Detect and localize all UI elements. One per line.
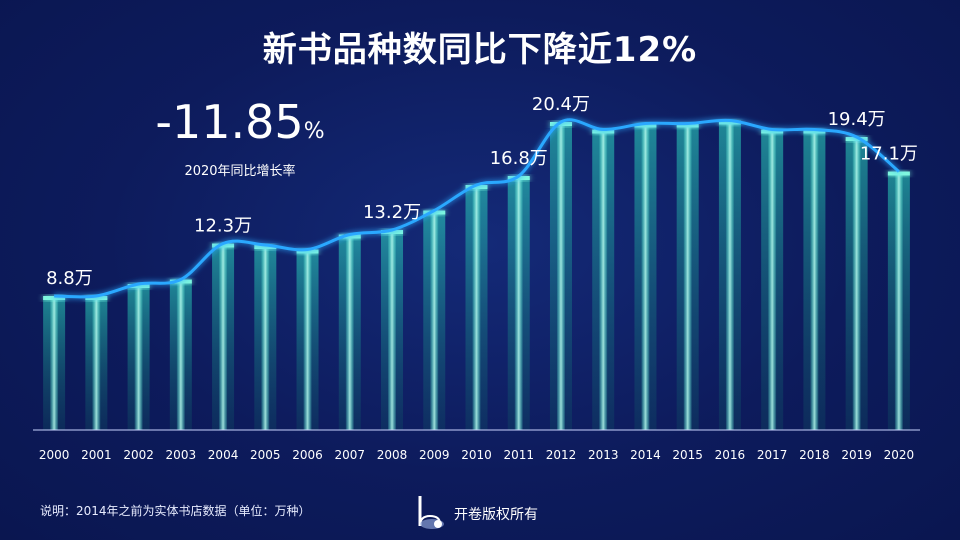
bar-2002 (127, 284, 150, 430)
x-tick-label: 2001 (81, 448, 112, 462)
x-tick-label: 2014 (630, 448, 661, 462)
bar-2019 (845, 137, 868, 430)
x-tick-label: 2017 (757, 448, 788, 462)
bar-2008 (381, 230, 404, 430)
x-tick-label: 2013 (588, 448, 619, 462)
x-tick-label: 2019 (841, 448, 872, 462)
bar-2018 (803, 129, 826, 430)
kpi-value-line: -11.85% (140, 96, 340, 158)
kpi-label: 2020年同比增长率 (184, 164, 296, 179)
bar-2015 (676, 123, 699, 430)
x-tick-label: 2016 (715, 448, 746, 462)
trend-line (54, 118, 900, 299)
kpi-value: -11.85 (155, 95, 304, 149)
bar-2007 (338, 234, 361, 430)
bar-2020 (887, 171, 910, 430)
bar-2009 (423, 210, 446, 430)
x-tick-label: 2008 (377, 448, 408, 462)
bar-2001 (85, 296, 108, 430)
bar-2014 (634, 123, 657, 430)
x-tick-label: 2006 (292, 448, 323, 462)
data-label: 8.8万 (46, 268, 93, 289)
x-tick-label: 2011 (503, 448, 534, 462)
bar-2004 (212, 243, 235, 430)
kpi-block: -11.85% 2020年同比增长率 (140, 96, 340, 179)
bar-2011 (507, 176, 530, 430)
bar-2016 (718, 120, 741, 430)
bar-2010 (465, 185, 488, 430)
x-tick-label: 2020 (884, 448, 915, 462)
bar-2012 (549, 122, 572, 430)
data-label: 13.2万 (363, 202, 421, 223)
x-tick-label: 2007 (335, 448, 366, 462)
data-label: 19.4万 (828, 109, 886, 130)
bar-2000 (43, 296, 66, 430)
kpi-unit: % (303, 119, 325, 144)
data-label: 17.1万 (860, 144, 918, 165)
data-label: 12.3万 (194, 216, 252, 237)
x-tick-label: 2003 (166, 448, 197, 462)
footnote: 说明：2014年之前为实体书店数据（单位：万种） (40, 504, 311, 518)
x-tick-label: 2009 (419, 448, 450, 462)
bar-2005 (254, 245, 277, 430)
kaijuan-logo-icon (418, 496, 444, 529)
chart-title: 新书品种数同比下降近12% (262, 30, 698, 70)
x-tick-label: 2015 (672, 448, 703, 462)
x-tick-label: 2004 (208, 448, 239, 462)
bar-2003 (169, 279, 192, 430)
bar-2006 (296, 249, 319, 430)
bar-2013 (592, 129, 615, 430)
x-tick-label: 2010 (461, 448, 492, 462)
data-label: 20.4万 (532, 94, 590, 115)
bar-2017 (761, 129, 784, 430)
x-tick-label: 2002 (123, 448, 154, 462)
brand-logo: 开卷版权所有 (414, 494, 538, 534)
x-tick-label: 2018 (799, 448, 830, 462)
x-tick-label: 2012 (546, 448, 577, 462)
x-tick-label: 2005 (250, 448, 281, 462)
data-label: 16.8万 (490, 148, 548, 169)
brand-text: 开卷版权所有 (454, 507, 538, 523)
x-tick-label: 2000 (39, 448, 70, 462)
